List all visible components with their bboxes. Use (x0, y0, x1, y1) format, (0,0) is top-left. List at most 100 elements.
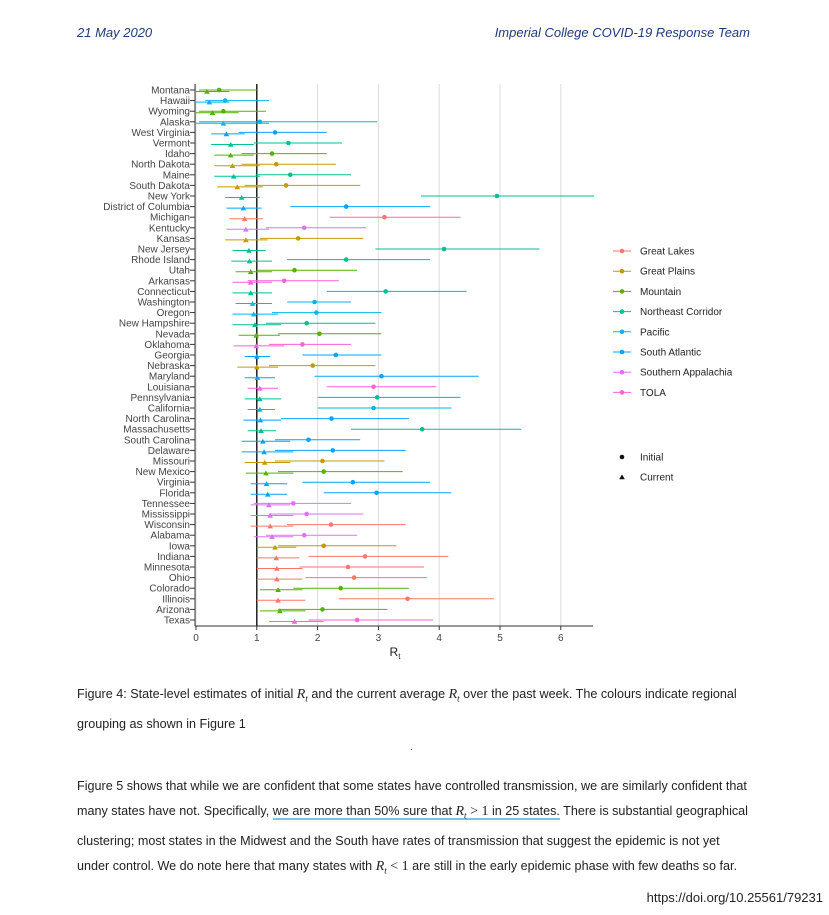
doi-link[interactable]: https://doi.org/10.25561/79231 (646, 890, 823, 905)
header-team: Imperial College COVID-19 Response Team (494, 25, 750, 40)
state-row: District of Columbia (103, 202, 431, 213)
state-row: Connecticut (137, 287, 467, 298)
state-row: New Mexico (136, 467, 403, 478)
x-axis-label-sub: t (398, 652, 401, 661)
initial-point (354, 617, 360, 623)
initial-point (419, 426, 425, 432)
legend-item: Pacific (613, 327, 669, 338)
state-row: Kansas (157, 234, 364, 245)
figure-caption: Figure 4: State-level estimates of initi… (77, 687, 737, 731)
state-label: Virginia (157, 478, 191, 489)
state-label: Louisiana (147, 382, 190, 393)
current-point (260, 438, 266, 444)
state-row: Florida (159, 488, 452, 499)
current-point (247, 279, 254, 285)
state-row: North Dakota (131, 160, 336, 171)
current-point (261, 449, 267, 455)
initial-point (333, 352, 339, 358)
state-label: Maine (163, 170, 191, 181)
x-tick-label: 6 (558, 633, 564, 644)
state-label: Oklahoma (144, 340, 190, 351)
state-label: Nevada (156, 329, 191, 340)
legend-label: TOLA (640, 388, 666, 399)
state-label: West Virginia (131, 128, 190, 139)
initial-point (306, 437, 311, 443)
legend-label: Pacific (640, 327, 669, 338)
state-row: Tennessee (142, 499, 352, 510)
legend-item: TOLA (613, 388, 666, 399)
legend-triangle-icon (619, 474, 625, 480)
current-point (220, 120, 227, 126)
initial-point (321, 543, 326, 549)
state-row: Ohio (169, 573, 428, 584)
state-label: Alabama (151, 531, 191, 542)
legend-swatch (619, 390, 625, 395)
state-label: Kentucky (149, 223, 190, 234)
initial-point (351, 575, 357, 580)
state-row: Texas (164, 616, 434, 627)
x-tick-label: 0 (193, 633, 199, 644)
state-label: South Carolina (124, 435, 191, 446)
legend-swatch (619, 349, 625, 355)
current-point (258, 428, 264, 433)
initial-point (272, 130, 278, 135)
state-label: Montana (151, 86, 190, 97)
state-label: New Mexico (136, 467, 191, 478)
state-label: Iowa (169, 541, 191, 552)
initial-point (330, 448, 336, 453)
initial-point (441, 246, 447, 252)
state-label: Missouri (153, 457, 190, 468)
state-row: Alaska (160, 117, 378, 128)
state-row: Maine (163, 170, 352, 181)
state-label: New Hampshire (119, 319, 191, 330)
current-point (274, 565, 280, 571)
state-row: Wisconsin (144, 520, 406, 531)
legend-label: Northeast Corridor (640, 307, 723, 318)
current-point (253, 332, 259, 338)
legend-label: Southern Appalachia (640, 368, 733, 379)
current-point (275, 597, 281, 603)
state-row: Louisiana (147, 382, 437, 393)
x-tick-label: 1 (254, 633, 260, 644)
state-label: Washington (138, 298, 190, 309)
state-label: Rhode Island (131, 255, 190, 266)
stray-mark: . (410, 742, 413, 753)
initial-point (317, 331, 322, 337)
legend-label: Great Lakes (640, 247, 694, 258)
current-point (247, 290, 254, 296)
state-row: Wyoming (148, 107, 266, 118)
initial-point (286, 140, 291, 146)
current-point (274, 576, 280, 582)
x-axis-label-main: R (390, 645, 399, 659)
current-point (243, 226, 249, 232)
legend-item: Mountain (613, 287, 681, 298)
current-point (291, 618, 298, 624)
shape-legend-item: Initial (619, 453, 663, 464)
axis-lines (194, 84, 593, 627)
initial-point (362, 554, 368, 559)
highlighted-sentence[interactable]: we are more than 50% sure that Rt > 1 in… (272, 804, 560, 821)
state-row: South Dakota (129, 181, 361, 192)
state-row: Virginia (157, 478, 431, 489)
state-row: Alabama (151, 531, 358, 542)
current-point (227, 152, 234, 158)
state-label: Vermont (153, 139, 190, 150)
state-row: Mississippi (142, 510, 364, 521)
current-point (257, 396, 263, 402)
state-row: New Hampshire (119, 319, 376, 330)
initial-point (382, 214, 387, 220)
legend-item: Great Lakes (613, 247, 694, 258)
initial-point (328, 522, 334, 527)
state-label: Utah (169, 266, 190, 277)
current-point (223, 131, 230, 137)
current-point (257, 417, 264, 423)
state-row: Missouri (153, 457, 385, 468)
state-row: Oklahoma (144, 340, 352, 351)
state-row: Montana (151, 86, 257, 97)
initial-point (379, 373, 384, 379)
state-label: Wyoming (148, 107, 190, 118)
initial-point (374, 490, 379, 496)
current-point (246, 258, 253, 264)
state-row: Nebraska (147, 361, 376, 372)
